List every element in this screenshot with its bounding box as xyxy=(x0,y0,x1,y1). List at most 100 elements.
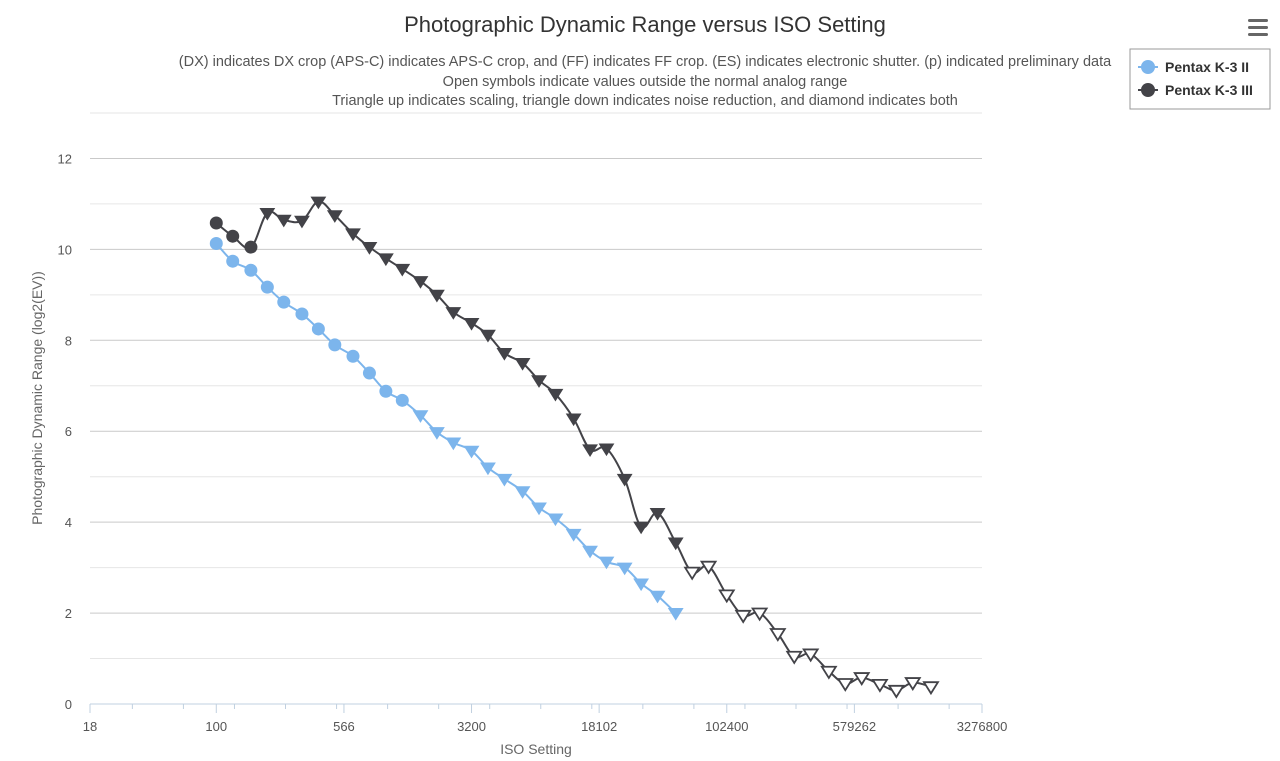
data-point-circle[interactable] xyxy=(379,384,393,398)
legend-label-k3-ii: Pentax K-3 II xyxy=(1165,59,1249,75)
data-point-circle[interactable] xyxy=(226,229,240,243)
data-point-open-triangle-down[interactable] xyxy=(820,665,838,680)
y-tick-label: 10 xyxy=(58,242,72,257)
data-point-open-triangle-down[interactable] xyxy=(683,566,701,581)
x-tick-label: 566 xyxy=(333,719,355,734)
legend: Pentax K-3 II Pentax K-3 III xyxy=(1129,48,1271,110)
data-point-triangle-down[interactable] xyxy=(633,521,650,535)
data-point-triangle-down[interactable] xyxy=(496,347,513,361)
data-point-triangle-down[interactable] xyxy=(582,444,598,458)
data-point-open-triangle-down[interactable] xyxy=(887,684,905,699)
data-point-triangle-down[interactable] xyxy=(326,210,343,223)
x-tick-label: 18102 xyxy=(581,719,617,734)
data-point-triangle-down[interactable] xyxy=(463,445,480,459)
chart-subtitle-line-1: (DX) indicates DX crop (APS-C) indicates… xyxy=(179,54,1112,70)
data-point-triangle-down[interactable] xyxy=(445,307,462,320)
data-point-open-triangle-down[interactable] xyxy=(853,672,871,686)
data-point-open-triangle-down[interactable] xyxy=(922,681,940,696)
series-line xyxy=(215,242,677,614)
data-point-triangle-down[interactable] xyxy=(294,215,310,229)
data-point-open-triangle-down[interactable] xyxy=(699,560,718,575)
data-point-open-triangle-down[interactable] xyxy=(802,648,820,663)
data-point-triangle-down[interactable] xyxy=(565,413,582,427)
data-point-open-triangle-down[interactable] xyxy=(751,607,769,622)
legend-label-k3-iii: Pentax K-3 III xyxy=(1165,82,1253,98)
data-point-triangle-down[interactable] xyxy=(445,437,462,451)
data-point-circle[interactable] xyxy=(277,295,291,309)
x-tick-label: 3276800 xyxy=(957,719,1008,734)
data-point-triangle-down[interactable] xyxy=(667,608,684,621)
series-pentax-k3-ii xyxy=(209,236,684,621)
data-point-triangle-down[interactable] xyxy=(667,537,684,551)
y-tick-label: 4 xyxy=(65,515,72,530)
data-point-triangle-down[interactable] xyxy=(616,562,633,576)
data-point-circle[interactable] xyxy=(226,254,240,268)
data-point-triangle-down[interactable] xyxy=(598,556,615,570)
data-point-circle[interactable] xyxy=(244,263,258,277)
data-point-open-triangle-down[interactable] xyxy=(718,589,736,604)
data-point-triangle-down[interactable] xyxy=(394,263,411,277)
series-layer xyxy=(209,196,940,699)
data-point-triangle-down[interactable] xyxy=(531,375,547,388)
axes: 0 2 4 6 8 10 12 18 100 566 3200 18102 102400 579262 32… xyxy=(58,151,1008,734)
legend-box xyxy=(1129,48,1271,110)
data-point-triangle-down[interactable] xyxy=(633,578,650,592)
chart-title: Photographic Dynamic Range versus ISO Se… xyxy=(404,12,886,37)
data-point-open-triangle-down[interactable] xyxy=(904,677,922,691)
legend-item-pentax-k3-iii[interactable]: Pentax K-3 III xyxy=(1138,82,1253,98)
data-point-triangle-down[interactable] xyxy=(463,317,480,331)
data-point-triangle-down[interactable] xyxy=(429,289,445,303)
data-point-triangle-down[interactable] xyxy=(361,242,378,255)
chart-menu-button[interactable] xyxy=(1244,16,1272,40)
data-point-triangle-down[interactable] xyxy=(547,513,564,527)
data-point-triangle-down[interactable] xyxy=(514,486,531,499)
data-point-circle[interactable] xyxy=(362,366,376,380)
data-point-circle[interactable] xyxy=(260,280,274,294)
legend-item-pentax-k3-ii[interactable]: Pentax K-3 II xyxy=(1138,59,1249,75)
series-line xyxy=(215,200,932,692)
data-point-triangle-down[interactable] xyxy=(377,253,394,267)
data-point-circle[interactable] xyxy=(328,338,342,352)
y-tick-label: 12 xyxy=(58,151,72,166)
data-point-open-triangle-down[interactable] xyxy=(734,609,752,624)
data-point-triangle-down[interactable] xyxy=(412,410,429,423)
data-point-triangle-down[interactable] xyxy=(649,590,666,604)
y-axis-title: Photographic Dynamic Range (log2(EV)) xyxy=(29,271,45,525)
data-point-triangle-down[interactable] xyxy=(531,502,547,516)
data-point-open-triangle-down[interactable] xyxy=(836,678,854,692)
data-point-triangle-down[interactable] xyxy=(259,207,276,221)
data-point-open-triangle-down[interactable] xyxy=(871,679,889,693)
data-point-circle[interactable] xyxy=(244,240,258,254)
data-point-circle[interactable] xyxy=(209,236,223,250)
grid-lines xyxy=(90,112,982,660)
data-point-triangle-down[interactable] xyxy=(275,214,292,228)
data-point-circle[interactable] xyxy=(311,322,325,336)
y-tick-label: 0 xyxy=(65,697,72,712)
data-point-open-triangle-down[interactable] xyxy=(785,650,803,665)
data-point-triangle-down[interactable] xyxy=(582,545,598,559)
data-point-triangle-down[interactable] xyxy=(429,427,445,440)
legend-marker-k3-iii xyxy=(1141,83,1155,97)
data-point-triangle-down[interactable] xyxy=(514,357,531,371)
data-point-triangle-down[interactable] xyxy=(496,473,513,487)
data-point-circle[interactable] xyxy=(395,393,409,407)
data-point-triangle-down[interactable] xyxy=(310,196,327,210)
data-point-circle[interactable] xyxy=(346,349,360,363)
data-point-triangle-down[interactable] xyxy=(565,528,582,542)
data-point-triangle-down[interactable] xyxy=(649,508,666,521)
data-point-triangle-down[interactable] xyxy=(547,388,564,402)
data-point-triangle-down[interactable] xyxy=(598,443,615,457)
data-point-triangle-down[interactable] xyxy=(412,276,429,289)
data-point-triangle-down[interactable] xyxy=(480,462,496,476)
x-tick-label: 579262 xyxy=(833,719,876,734)
data-point-triangle-down[interactable] xyxy=(480,329,496,343)
x-tick-label: 100 xyxy=(205,719,227,734)
data-point-open-triangle-down[interactable] xyxy=(769,628,787,642)
hamburger-menu-icon xyxy=(1248,19,1268,36)
data-point-circle[interactable] xyxy=(295,307,309,321)
data-point-triangle-down[interactable] xyxy=(345,228,361,242)
data-point-circle[interactable] xyxy=(209,216,223,230)
data-point-triangle-down[interactable] xyxy=(616,473,633,487)
series-pentax-k3-iii xyxy=(209,196,940,699)
